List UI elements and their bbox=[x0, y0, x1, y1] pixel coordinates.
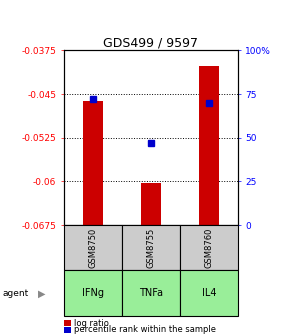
Bar bbox=[64, 225, 122, 270]
Text: GSM8755: GSM8755 bbox=[146, 228, 155, 268]
Bar bbox=[122, 225, 180, 270]
Text: agent: agent bbox=[3, 289, 29, 298]
Text: GSM8760: GSM8760 bbox=[204, 227, 213, 268]
Text: log ratio: log ratio bbox=[74, 319, 109, 328]
Text: IFNg: IFNg bbox=[82, 288, 104, 298]
Bar bbox=[199, 66, 219, 225]
Title: GDS499 / 9597: GDS499 / 9597 bbox=[103, 36, 198, 49]
Text: IL4: IL4 bbox=[202, 288, 216, 298]
Bar bbox=[83, 101, 103, 225]
Bar bbox=[141, 182, 161, 225]
Bar bbox=[180, 270, 238, 316]
Bar bbox=[64, 270, 122, 316]
Bar bbox=[122, 270, 180, 316]
Bar bbox=[180, 225, 238, 270]
Text: percentile rank within the sample: percentile rank within the sample bbox=[74, 326, 216, 334]
Text: GSM8750: GSM8750 bbox=[88, 228, 97, 268]
Text: ▶: ▶ bbox=[38, 288, 45, 298]
Text: TNFa: TNFa bbox=[139, 288, 163, 298]
